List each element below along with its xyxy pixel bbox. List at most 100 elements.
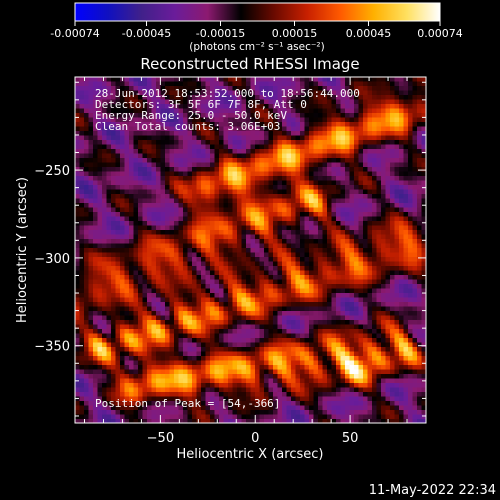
heatmap-cell bbox=[318, 342, 323, 348]
heatmap-cell bbox=[300, 207, 305, 213]
heatmap-cell bbox=[111, 405, 116, 411]
heatmap-cell bbox=[331, 288, 337, 294]
heatmap-cell bbox=[138, 162, 143, 168]
heatmap-cell bbox=[187, 171, 193, 177]
heatmap-cell bbox=[349, 117, 355, 123]
heatmap-cell bbox=[201, 216, 206, 222]
heatmap-cell bbox=[345, 149, 350, 154]
heatmap-cell bbox=[295, 95, 301, 100]
heatmap-cell bbox=[196, 284, 202, 289]
heatmap-cell bbox=[151, 95, 157, 100]
heatmap-cell bbox=[259, 243, 265, 249]
heatmap-cell bbox=[318, 288, 323, 294]
heatmap-cell bbox=[354, 324, 359, 330]
heatmap-cell bbox=[84, 171, 89, 177]
heatmap-cell bbox=[358, 81, 364, 87]
heatmap-cell bbox=[93, 158, 98, 163]
heatmap-cell bbox=[124, 113, 130, 118]
heatmap-cell bbox=[286, 212, 292, 217]
heatmap-cell bbox=[309, 266, 314, 271]
heatmap-cell bbox=[264, 126, 269, 132]
heatmap-cell bbox=[102, 158, 107, 163]
heatmap-cell bbox=[142, 203, 148, 208]
heatmap-cell bbox=[151, 149, 157, 154]
heatmap-cell bbox=[246, 158, 251, 163]
heatmap-cell bbox=[169, 198, 175, 204]
heatmap-cell bbox=[232, 216, 238, 222]
heatmap-cell bbox=[93, 419, 98, 423]
heatmap-cell bbox=[259, 279, 265, 285]
heatmap-cell bbox=[291, 297, 296, 303]
heatmap-cell bbox=[291, 140, 296, 145]
heatmap-cell bbox=[187, 333, 193, 339]
heatmap-cell bbox=[106, 401, 112, 406]
heatmap-cell bbox=[304, 135, 310, 141]
heatmap-cell bbox=[201, 347, 206, 352]
heatmap-cell bbox=[300, 77, 305, 82]
heatmap-cell bbox=[300, 198, 305, 204]
heatmap-cell bbox=[205, 347, 211, 352]
heatmap-cell bbox=[228, 324, 233, 330]
heatmap-cell bbox=[259, 293, 265, 298]
heatmap-cell bbox=[201, 396, 206, 402]
heatmap-cell bbox=[264, 266, 269, 271]
heatmap-cell bbox=[345, 108, 350, 114]
heatmap-cell bbox=[246, 306, 251, 312]
heatmap-cell bbox=[106, 167, 112, 172]
heatmap-cell bbox=[318, 239, 323, 244]
heatmap-cell bbox=[255, 297, 260, 303]
heatmap-cell bbox=[228, 248, 233, 253]
heatmap-cell bbox=[142, 212, 148, 217]
heatmap-cell bbox=[210, 378, 215, 384]
heatmap-cell bbox=[174, 234, 179, 240]
heatmap-cell bbox=[241, 225, 247, 231]
heatmap-cell bbox=[106, 171, 112, 177]
heatmap-cell bbox=[205, 414, 211, 420]
heatmap-cell bbox=[88, 180, 94, 186]
heatmap-cell bbox=[273, 284, 278, 289]
heatmap-cell bbox=[124, 342, 130, 348]
heatmap-cell bbox=[192, 356, 197, 361]
heatmap-cell bbox=[102, 248, 107, 253]
heatmap-cell bbox=[282, 284, 287, 289]
heatmap-cell bbox=[264, 311, 269, 316]
heatmap-cell bbox=[295, 365, 301, 370]
heatmap-cell bbox=[277, 144, 283, 150]
heatmap-cell bbox=[309, 347, 314, 352]
heatmap-cell bbox=[79, 167, 85, 172]
heatmap-cell bbox=[219, 356, 224, 361]
heatmap-cell bbox=[156, 257, 161, 262]
heatmap-cell bbox=[331, 135, 337, 141]
heatmap-cell bbox=[241, 257, 247, 262]
heatmap-cell bbox=[219, 180, 224, 186]
heatmap-cell bbox=[295, 90, 301, 96]
heatmap-cell bbox=[327, 369, 332, 375]
heatmap-cell bbox=[106, 135, 112, 141]
heatmap-cell bbox=[169, 270, 175, 276]
heatmap-cell bbox=[133, 104, 139, 109]
heatmap-cell bbox=[273, 333, 278, 339]
heatmap-cell bbox=[174, 419, 179, 423]
heatmap-cell bbox=[273, 387, 278, 393]
heatmap-cell bbox=[201, 279, 206, 285]
heatmap-cell bbox=[169, 90, 175, 96]
heatmap-cell bbox=[232, 122, 238, 127]
heatmap-cell bbox=[79, 216, 85, 222]
heatmap-cell bbox=[228, 369, 233, 375]
heatmap-cell bbox=[178, 257, 184, 262]
heatmap-cell bbox=[268, 90, 274, 96]
heatmap-cell bbox=[201, 117, 206, 123]
heatmap-cell bbox=[291, 252, 296, 258]
heatmap-cell bbox=[241, 216, 247, 222]
heatmap-cell bbox=[75, 131, 80, 136]
heatmap-cell bbox=[309, 284, 314, 289]
heatmap-cell bbox=[165, 162, 170, 168]
heatmap-cell bbox=[106, 329, 112, 334]
heatmap-cell bbox=[250, 230, 256, 235]
heatmap-cell bbox=[255, 342, 260, 348]
heatmap-cell bbox=[219, 387, 224, 393]
heatmap-cell bbox=[246, 279, 251, 285]
heatmap-cell bbox=[156, 392, 161, 397]
heatmap-cell bbox=[79, 77, 85, 82]
heatmap-cell bbox=[340, 342, 346, 348]
